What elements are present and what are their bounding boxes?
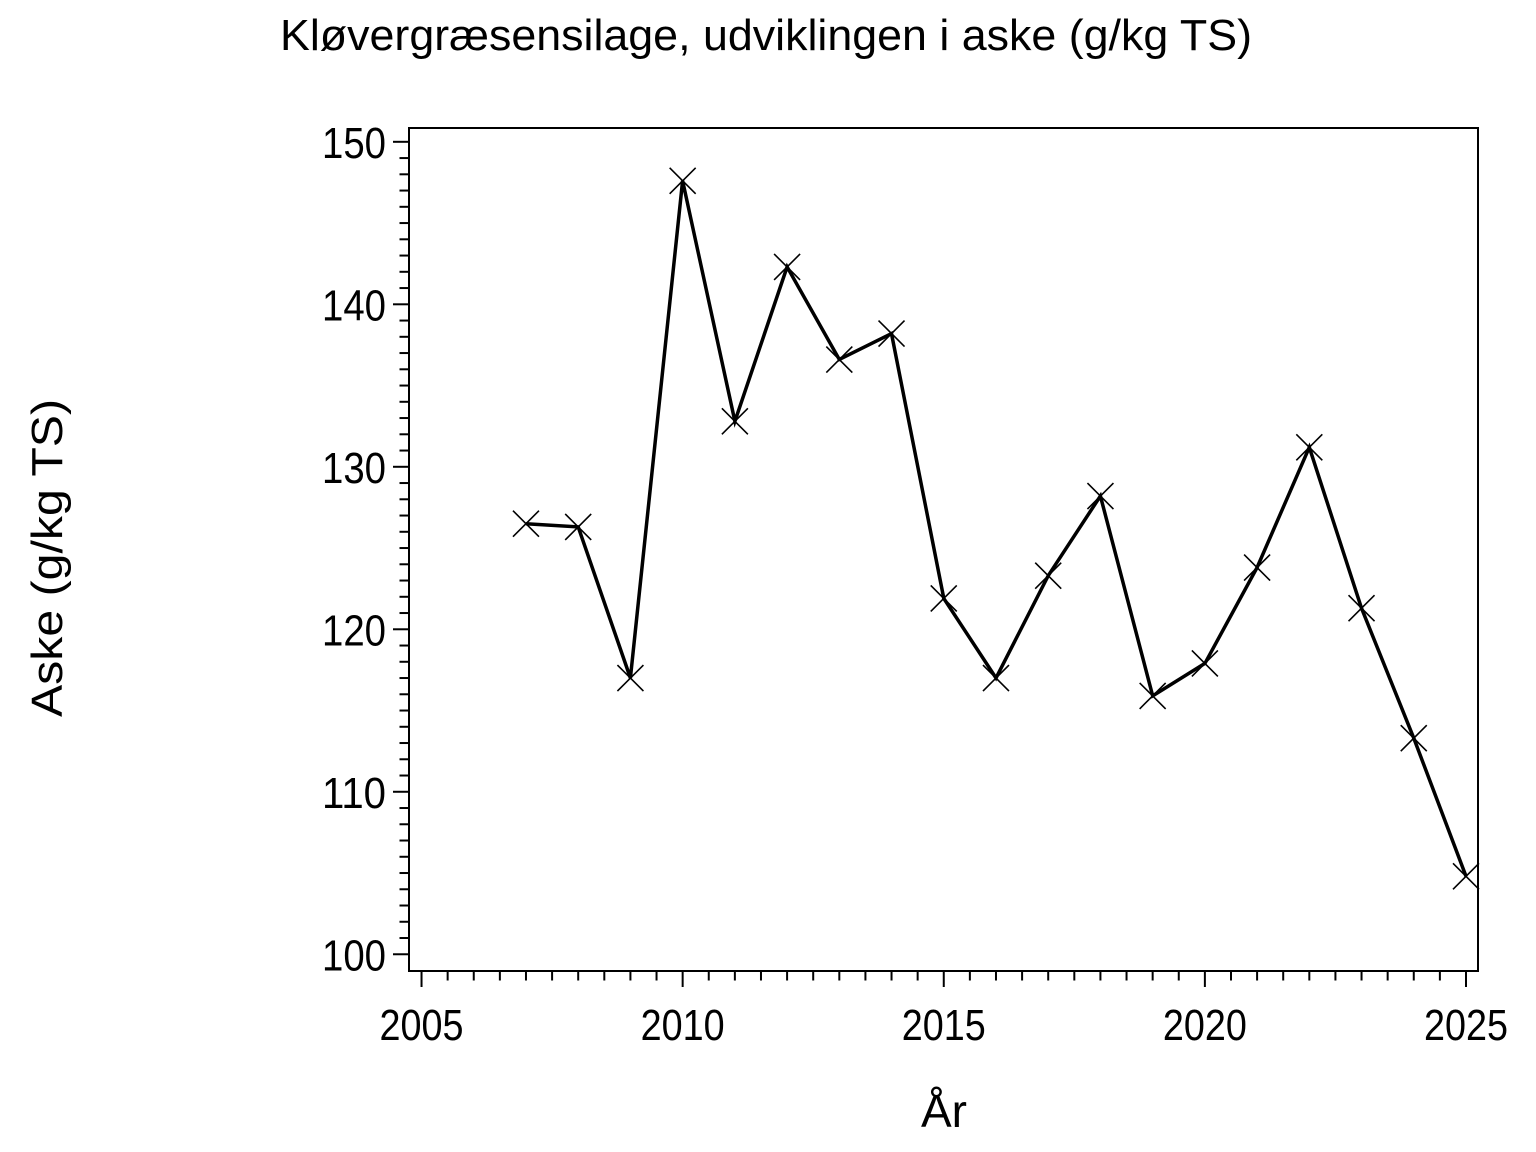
x-axis-label: År (921, 1085, 967, 1137)
marker-stroke (721, 407, 749, 435)
data-point-marker (721, 407, 749, 435)
y-tick-label: 100 (322, 931, 386, 980)
data-point-marker (930, 584, 958, 612)
marker-stroke (1191, 649, 1219, 677)
data-point-marker (877, 319, 906, 348)
marker-stroke (773, 253, 801, 281)
x-tick-label: 2020 (1163, 1001, 1247, 1050)
data-point-marker (773, 253, 801, 281)
plot-frame (408, 127, 1479, 972)
data-point-marker (1243, 553, 1271, 582)
data-point-marker (616, 664, 644, 692)
y-tick-label: 140 (322, 281, 386, 330)
x-tick-label: 2025 (1424, 1001, 1508, 1050)
marker-stroke (669, 167, 697, 195)
marker-stroke (1034, 562, 1062, 590)
series-line (525, 180, 1468, 877)
marker-stroke (1086, 482, 1114, 510)
marker-stroke (1400, 724, 1428, 752)
y-tick-label: 110 (322, 769, 386, 818)
marker-stroke (512, 510, 540, 538)
data-point-marker (1139, 682, 1167, 710)
data-point-marker (1191, 649, 1219, 677)
marker-stroke (982, 664, 1010, 692)
marker-stroke (825, 345, 853, 374)
data-point-marker (564, 513, 592, 541)
data-point-marker (1086, 482, 1114, 510)
marker-stroke (1295, 433, 1323, 461)
data-point-marker (1347, 594, 1376, 622)
marker-stroke (1347, 594, 1376, 622)
marker-stroke (1452, 862, 1480, 890)
y-tick-label: 120 (322, 606, 386, 655)
data-point-marker (825, 345, 853, 374)
chart-title: Kløvergræsensilage, udviklingen i aske (… (280, 11, 1252, 60)
y-tick-label: 130 (322, 444, 386, 493)
marker-stroke (930, 584, 958, 612)
y-tick-label: 150 (322, 119, 386, 168)
data-point-marker (669, 167, 697, 195)
marker-stroke (877, 319, 906, 348)
x-tick-label: 2005 (380, 1001, 464, 1050)
data-point-marker (1452, 862, 1480, 890)
marker-stroke (616, 664, 644, 692)
y-axis-label: Aske (g/kg TS) (23, 399, 72, 717)
x-tick-label: 2010 (641, 1001, 725, 1050)
data-point-marker (1400, 724, 1428, 752)
x-tick-label: 2015 (902, 1001, 986, 1050)
marker-stroke (564, 513, 592, 541)
data-point-marker (982, 664, 1010, 692)
data-series (512, 167, 1480, 890)
data-point-marker (1034, 562, 1062, 590)
axes: 2005 2010 2015 2020 2025 100 110 120 130 140 150 (322, 119, 1508, 1050)
marker-stroke (1243, 553, 1271, 582)
data-point-marker (1295, 433, 1323, 461)
data-point-marker (512, 510, 540, 538)
marker-stroke (1139, 682, 1167, 710)
